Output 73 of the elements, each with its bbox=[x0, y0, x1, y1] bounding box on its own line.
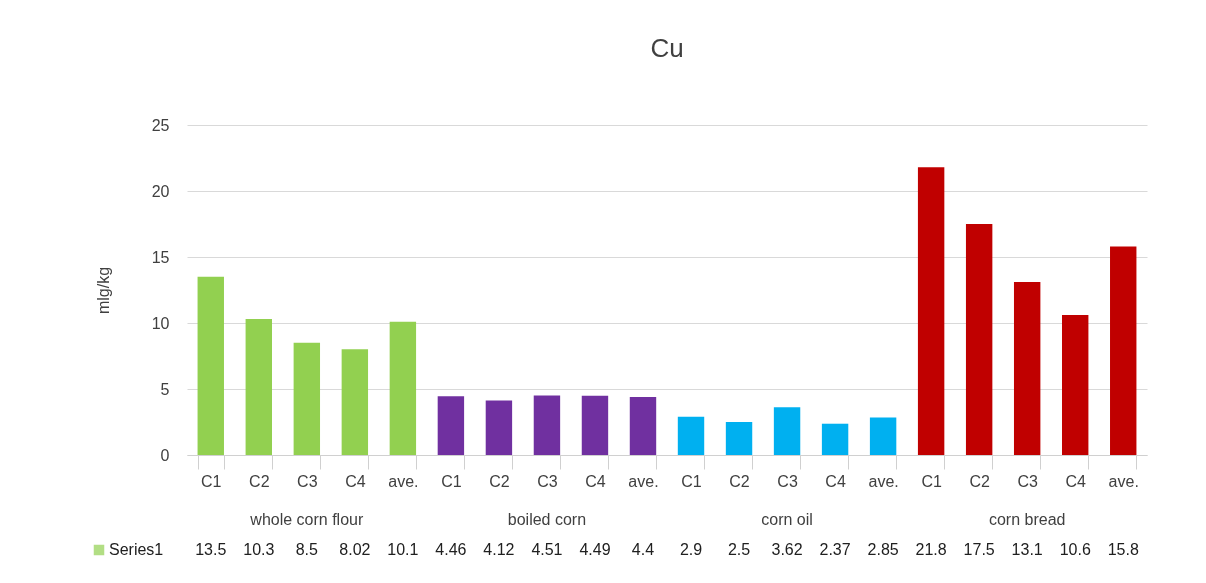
data-label: 4.49 bbox=[579, 541, 611, 558]
bar bbox=[869, 417, 897, 455]
bar bbox=[677, 416, 705, 455]
bar bbox=[629, 396, 657, 455]
bar bbox=[245, 319, 272, 455]
x-tick-label: C2 bbox=[729, 472, 750, 490]
x-tick-label: C2 bbox=[969, 472, 990, 490]
data-label: 10.6 bbox=[1059, 541, 1091, 558]
data-label: 4.12 bbox=[483, 541, 515, 558]
text: corn oil bbox=[761, 511, 813, 528]
y-tick-label: 15 bbox=[151, 248, 170, 266]
data-label: 3.62 bbox=[771, 541, 803, 558]
data-label: 4.46 bbox=[435, 541, 467, 558]
x-tick-label: C1 bbox=[201, 472, 222, 490]
y-tick-label: 10 bbox=[151, 314, 170, 332]
x-tick-label: C4 bbox=[1065, 472, 1087, 490]
bar bbox=[485, 400, 513, 455]
bar bbox=[341, 349, 369, 455]
bar bbox=[533, 395, 561, 455]
bar bbox=[1013, 282, 1041, 455]
bar bbox=[773, 407, 801, 455]
data-label: 2.5 bbox=[727, 541, 751, 558]
x-tick-label: C3 bbox=[777, 472, 798, 490]
x-tick-label: C3 bbox=[537, 472, 558, 490]
x-tick-label: C3 bbox=[297, 472, 318, 490]
y-tick-label: 25 bbox=[151, 116, 170, 134]
data-label: 8.5 bbox=[295, 541, 319, 558]
bar bbox=[197, 276, 224, 455]
bar bbox=[437, 396, 465, 455]
data-label: 2.37 bbox=[819, 541, 851, 558]
bar bbox=[1110, 246, 1137, 455]
data-label: 21.8 bbox=[915, 541, 947, 558]
data-label: 17.5 bbox=[963, 541, 995, 558]
x-tick-label: C1 bbox=[921, 472, 942, 490]
bar bbox=[1062, 315, 1089, 455]
bar bbox=[917, 167, 945, 455]
x-tick-label: ave. bbox=[628, 472, 659, 490]
data-label: 10.1 bbox=[387, 541, 419, 558]
data-label: 13.5 bbox=[195, 541, 227, 558]
data-label: 2.85 bbox=[867, 541, 899, 558]
legend-label: Series1 bbox=[109, 541, 164, 558]
x-tick-label: ave. bbox=[1108, 472, 1139, 490]
y-tick-label: 20 bbox=[151, 182, 170, 200]
x-tick-label: C3 bbox=[1017, 472, 1039, 490]
x-tick-label: C4 bbox=[825, 472, 846, 490]
y-tick-label: 0 bbox=[160, 446, 170, 464]
y-tick-label: 5 bbox=[160, 380, 170, 398]
data-label: 2.9 bbox=[679, 541, 703, 558]
x-tick-label: C2 bbox=[249, 472, 270, 490]
bar bbox=[581, 395, 609, 455]
x-tick-label: C1 bbox=[681, 472, 702, 490]
bar bbox=[293, 342, 321, 455]
data-label: 15.8 bbox=[1107, 541, 1139, 558]
data-label: 4.4 bbox=[631, 541, 655, 558]
x-tick-label: C4 bbox=[585, 472, 606, 490]
y-axis-title: mlg/kg bbox=[94, 266, 112, 315]
x-tick-label: ave. bbox=[868, 472, 899, 490]
text: corn bread bbox=[988, 511, 1066, 528]
chart-title: Cu bbox=[650, 33, 684, 63]
x-tick-label: ave. bbox=[388, 472, 419, 490]
bar bbox=[389, 321, 417, 455]
x-tick-label: C2 bbox=[489, 472, 510, 490]
bar bbox=[725, 422, 753, 455]
data-label: 8.02 bbox=[339, 541, 371, 558]
data-label: 4.51 bbox=[531, 541, 563, 558]
data-label: 13.1 bbox=[1011, 541, 1043, 558]
data-label: 10.3 bbox=[243, 541, 275, 558]
bar bbox=[821, 423, 849, 455]
bar bbox=[965, 224, 993, 455]
text: whole corn flour bbox=[249, 511, 364, 528]
x-tick-label: C4 bbox=[345, 472, 366, 490]
x-tick-label: C1 bbox=[441, 472, 462, 490]
text: boiled corn bbox=[507, 511, 587, 528]
